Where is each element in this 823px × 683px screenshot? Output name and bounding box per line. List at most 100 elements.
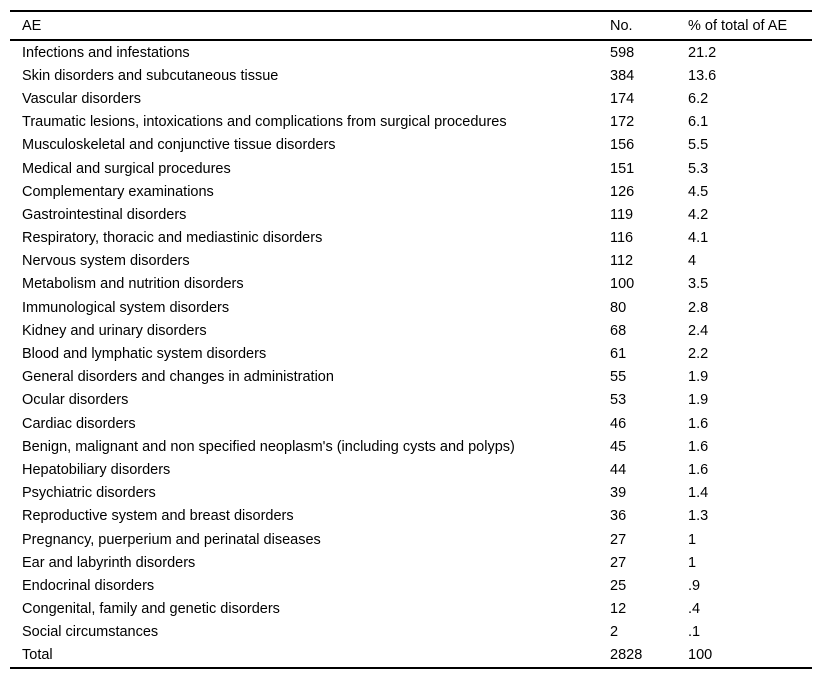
table-row: Cardiac disorders 46 1.6: [10, 412, 812, 435]
cell-no: 12: [610, 601, 627, 618]
column-header-ae: AE: [22, 17, 42, 34]
table-row: Nervous system disorders 112 4: [10, 250, 812, 273]
cell-pct: 3.5: [688, 276, 709, 293]
cell-no: 25: [610, 577, 627, 594]
cell-pct: 2.2: [688, 346, 709, 363]
table-row: Complementary examinations 126 4.5: [10, 180, 812, 203]
table-row: Reproductive system and breast disorders…: [10, 505, 812, 528]
cell-no: 174: [610, 90, 635, 107]
cell-pct: 4: [688, 253, 697, 270]
cell-ae: General disorders and changes in adminis…: [22, 369, 334, 386]
cell-ae: Traumatic lesions, intoxications and com…: [22, 114, 507, 131]
cell-ae: Gastrointestinal disorders: [22, 206, 187, 223]
cell-ae: Psychiatric disorders: [22, 485, 156, 502]
cell-ae: Reproductive system and breast disorders: [22, 508, 294, 525]
table-row: Respiratory, thoracic and mediastinic di…: [10, 227, 812, 250]
cell-pct: 2.8: [688, 299, 709, 316]
cell-no: 384: [610, 67, 635, 84]
table-row: Vascular disorders 174 6.2: [10, 87, 812, 110]
cell-no: 151: [610, 160, 635, 177]
cell-pct: 1.9: [688, 392, 709, 409]
cell-ae: Pregnancy, puerperium and perinatal dise…: [22, 531, 321, 548]
table-row: Medical and surgical procedures 151 5.3: [10, 157, 812, 180]
cell-pct: .1: [688, 624, 701, 641]
table-row: Traumatic lesions, intoxications and com…: [10, 111, 812, 134]
cell-no: 598: [610, 44, 635, 61]
table-row: Skin disorders and subcutaneous tissue 38…: [10, 64, 812, 87]
cell-ae: Total: [22, 647, 53, 664]
cell-no: 80: [610, 299, 627, 316]
table-row: Blood and lymphatic system disorders 61 2.…: [10, 342, 812, 365]
table-row: Gastrointestinal disorders 119 4.2: [10, 203, 812, 226]
cell-pct: 6.2: [688, 90, 709, 107]
cell-pct: 4.2: [688, 206, 709, 223]
table-row: Immunological system disorders 80 2.8: [10, 296, 812, 319]
cell-pct: 5.3: [688, 160, 709, 177]
cell-pct: 5.5: [688, 137, 709, 154]
cell-ae: Ocular disorders: [22, 392, 129, 409]
cell-no: 36: [610, 508, 627, 525]
column-header-pct: % of total of AE: [688, 17, 788, 34]
cell-no: 55: [610, 369, 627, 386]
cell-pct: 1.3: [688, 508, 709, 525]
cell-pct: 13.6: [688, 67, 717, 84]
cell-ae: Ear and labyrinth disorders: [22, 554, 196, 571]
cell-no: 27: [610, 554, 627, 571]
cell-pct: 1.6: [688, 415, 709, 432]
cell-ae: Endocrinal disorders: [22, 577, 155, 594]
cell-pct: 2.4: [688, 322, 709, 339]
cell-no: 44: [610, 461, 627, 478]
table-row: Hepatobiliary disorders 44 1.6: [10, 458, 812, 481]
cell-no: 45: [610, 438, 627, 455]
cell-ae: Hepatobiliary disorders: [22, 461, 171, 478]
cell-no: 172: [610, 114, 635, 131]
cell-no: 100: [610, 276, 635, 293]
cell-no: 39: [610, 485, 627, 502]
cell-pct: 6.1: [688, 114, 709, 131]
cell-no: 112: [610, 253, 634, 270]
cell-no: 119: [610, 206, 634, 223]
cell-ae: Immunological system disorders: [22, 299, 230, 316]
cell-ae: Medical and surgical procedures: [22, 160, 231, 177]
table-row: Kidney and urinary disorders 68 2.4: [10, 319, 812, 342]
cell-ae: Blood and lymphatic system disorders: [22, 346, 267, 363]
table-row: General disorders and changes in adminis…: [10, 366, 812, 389]
cell-no: 61: [610, 346, 627, 363]
cell-ae: Nervous system disorders: [22, 253, 190, 270]
header-row: AE No. % of total of AE: [10, 11, 812, 40]
cell-ae: Vascular disorders: [22, 90, 142, 107]
table-row: Metabolism and nutrition disorders 100 3.5: [10, 273, 812, 296]
cell-ae: Cardiac disorders: [22, 415, 136, 432]
cell-no: 2828: [610, 647, 643, 664]
cell-pct: 100: [688, 647, 713, 664]
cell-ae: Congenital, family and genetic disorders: [22, 601, 280, 618]
cell-no: 68: [610, 322, 627, 339]
total-row: Total 2828 100: [10, 644, 812, 668]
table-row: Psychiatric disorders 39 1.4: [10, 482, 812, 505]
cell-no: 53: [610, 392, 627, 409]
table-row: Social circumstances 2 .1: [10, 621, 812, 644]
table-header: AE No. % of total of AE: [10, 11, 812, 40]
cell-ae: Skin disorders and subcutaneous tissue: [22, 67, 279, 84]
cell-pct: 1: [688, 554, 697, 571]
cell-pct: 4.1: [688, 230, 709, 247]
table-row: Ocular disorders 53 1.9: [10, 389, 812, 412]
cell-ae: Kidney and urinary disorders: [22, 322, 207, 339]
cell-no: 46: [610, 415, 627, 432]
cell-pct: .4: [688, 601, 701, 618]
table-row: Ear and labyrinth disorders 27 1: [10, 551, 812, 574]
cell-ae: Respiratory, thoracic and mediastinic di…: [22, 230, 323, 247]
table-row: Musculoskeletal and conjunctive tissue d…: [10, 134, 812, 157]
table-row: Infections and infestations 598 21.2: [10, 40, 812, 64]
cell-ae: Metabolism and nutrition disorders: [22, 276, 244, 293]
cell-no: 27: [610, 531, 627, 548]
cell-no: 126: [610, 183, 635, 200]
cell-pct: 1.9: [688, 369, 709, 386]
cell-pct: 1: [688, 531, 697, 548]
cell-ae: Musculoskeletal and conjunctive tissue d…: [22, 137, 336, 154]
column-header-no: No.: [610, 17, 633, 34]
adverse-events-table: AE No. % of total of AE Infections and i…: [10, 10, 812, 669]
cell-ae: Complementary examinations: [22, 183, 214, 200]
cell-no: 2: [610, 624, 619, 641]
